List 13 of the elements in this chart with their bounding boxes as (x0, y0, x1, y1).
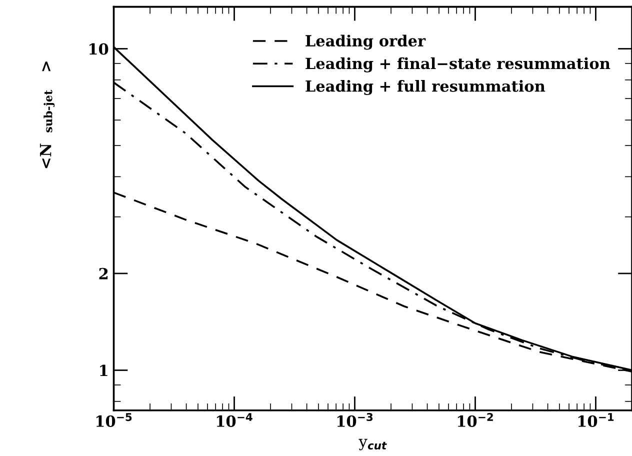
x-tick-label: 10$^{−2}$ (458, 412, 493, 427)
x-tick-label: 10$^{−1}$ (578, 413, 614, 427)
y-tick-label: 1 (100, 364, 108, 376)
x-tick-label: 10$^{−5}$ (96, 413, 132, 427)
legend-label: Leading + final−state resummation (306, 57, 610, 72)
x-axis-title: y$_{cut}$ (358, 438, 387, 450)
y-tick-label: 10 (90, 43, 108, 55)
x-tick-label: 10$^{−3}$ (337, 412, 373, 427)
text: <Nsub-jet> (40, 62, 55, 168)
legend-label: Leading order (306, 34, 426, 50)
legend-label: Leading + full resummation (306, 80, 546, 95)
y-tick-label: 2 (99, 268, 108, 280)
x-tick-label: 10$^{−4}$ (216, 413, 252, 427)
